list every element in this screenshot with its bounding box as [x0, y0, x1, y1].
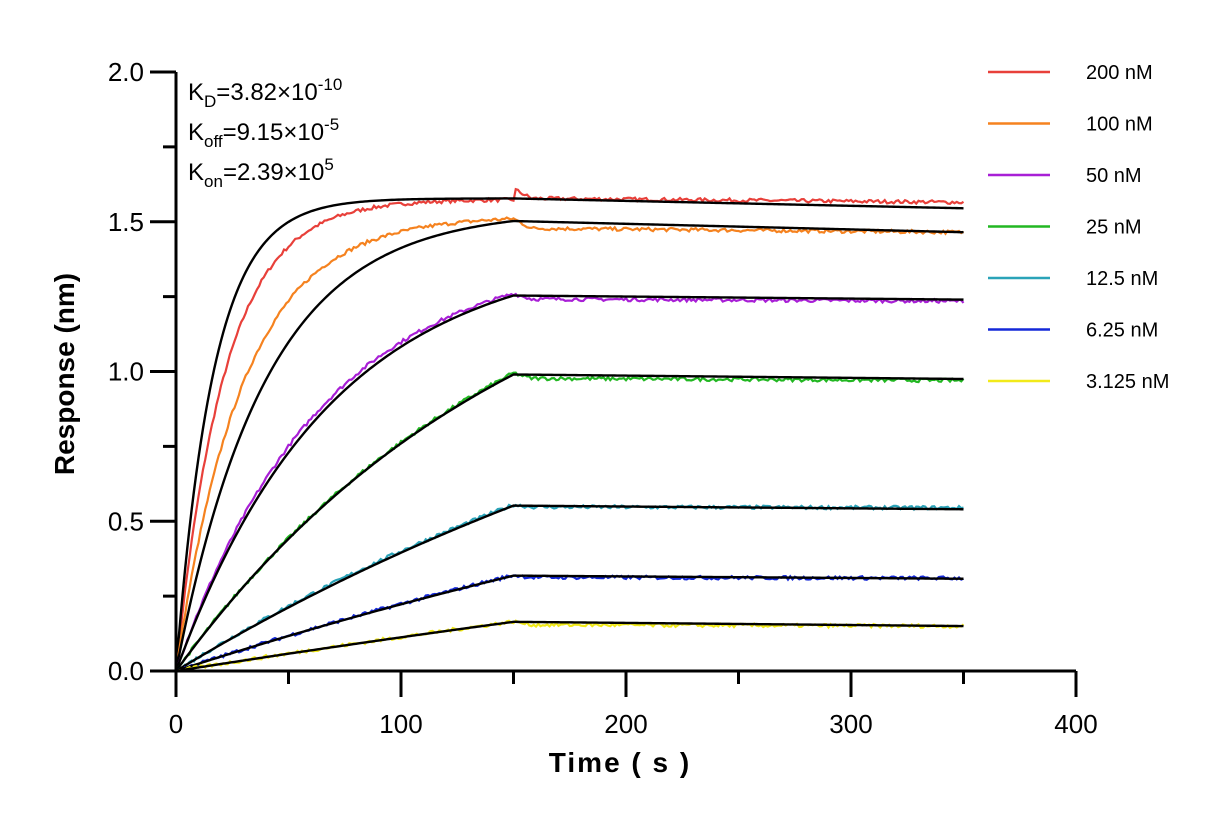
kinetic-constant: Koff=9.15×10-5 — [188, 115, 339, 151]
series-line — [175, 619, 965, 673]
fit-line — [174, 219, 964, 672]
legend-label: 200 nM — [1086, 62, 1153, 84]
y-axis-title: Response (nm) — [49, 273, 80, 475]
series-line — [174, 292, 965, 672]
kinetic-constant: KD=3.82×10-10 — [188, 75, 342, 111]
fit-line — [175, 620, 964, 673]
legend-label: 6.25 nM — [1086, 320, 1158, 342]
y-tick-label: 1.0 — [108, 357, 144, 387]
x-axis-title: Time ( s ) — [549, 747, 691, 778]
series-line — [174, 216, 965, 672]
legend-label: 100 nM — [1086, 114, 1153, 136]
legend: 200 nM 100 nM 50 nM 25 nM 12.5 nM 6.25 nM 3.12… — [988, 62, 1169, 393]
plot-area — [174, 187, 965, 673]
fit-line — [175, 373, 964, 672]
x-tick-label: 400 — [1054, 709, 1097, 739]
y-tick-label: 0.0 — [108, 656, 144, 686]
y-tick-label: 0.5 — [108, 506, 144, 536]
y-tick-label: 2.0 — [108, 57, 144, 87]
x-tick-label: 200 — [604, 709, 647, 739]
legend-label: 12.5 nM — [1086, 268, 1158, 290]
x-tick-label: 100 — [379, 709, 422, 739]
fit-line — [175, 504, 964, 673]
x-tick-label: 300 — [829, 709, 872, 739]
fit-line — [175, 574, 964, 673]
legend-label: 25 nM — [1086, 217, 1142, 239]
legend-label: 50 nM — [1086, 165, 1142, 187]
fit-line — [174, 197, 964, 672]
legend-label: 3.125 nM — [1086, 371, 1169, 393]
series-line — [174, 187, 965, 672]
x-tick-label: 0 — [169, 709, 183, 739]
kinetic-constant: Kon=2.39×105 — [188, 155, 334, 191]
y-tick-label: 1.5 — [108, 207, 144, 237]
series-line — [175, 503, 964, 672]
kinetic-constants: KD=3.82×10-10 Koff=9.15×10-5 Kon=2.39×105 — [188, 75, 342, 191]
axes: 0.0 0.5 1.0 1.5 2.0 0 100 200 300 400 — [108, 57, 1098, 739]
fit-line — [174, 294, 964, 672]
